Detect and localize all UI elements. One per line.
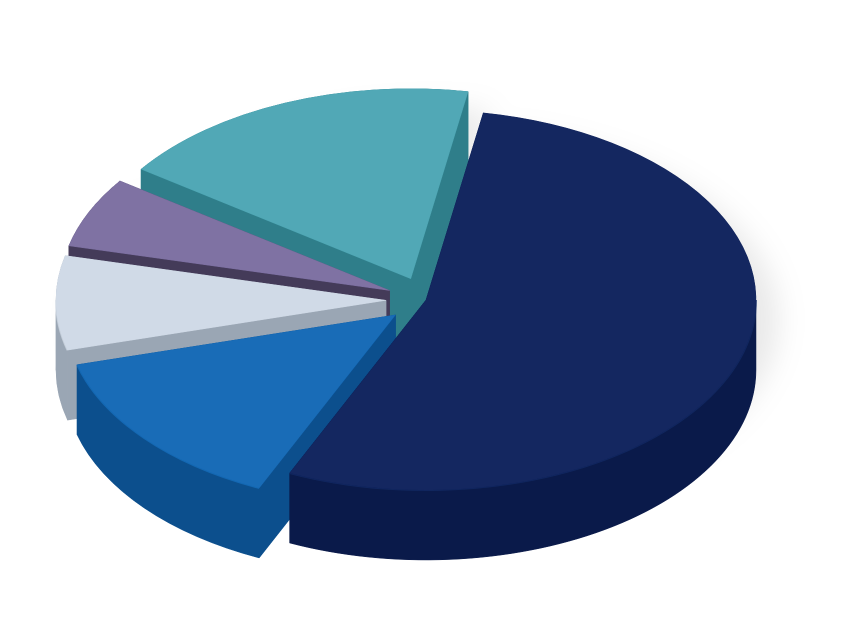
pie-chart-3d	[0, 0, 852, 628]
pie-chart-svg	[0, 0, 852, 628]
pie-slices	[56, 89, 756, 560]
